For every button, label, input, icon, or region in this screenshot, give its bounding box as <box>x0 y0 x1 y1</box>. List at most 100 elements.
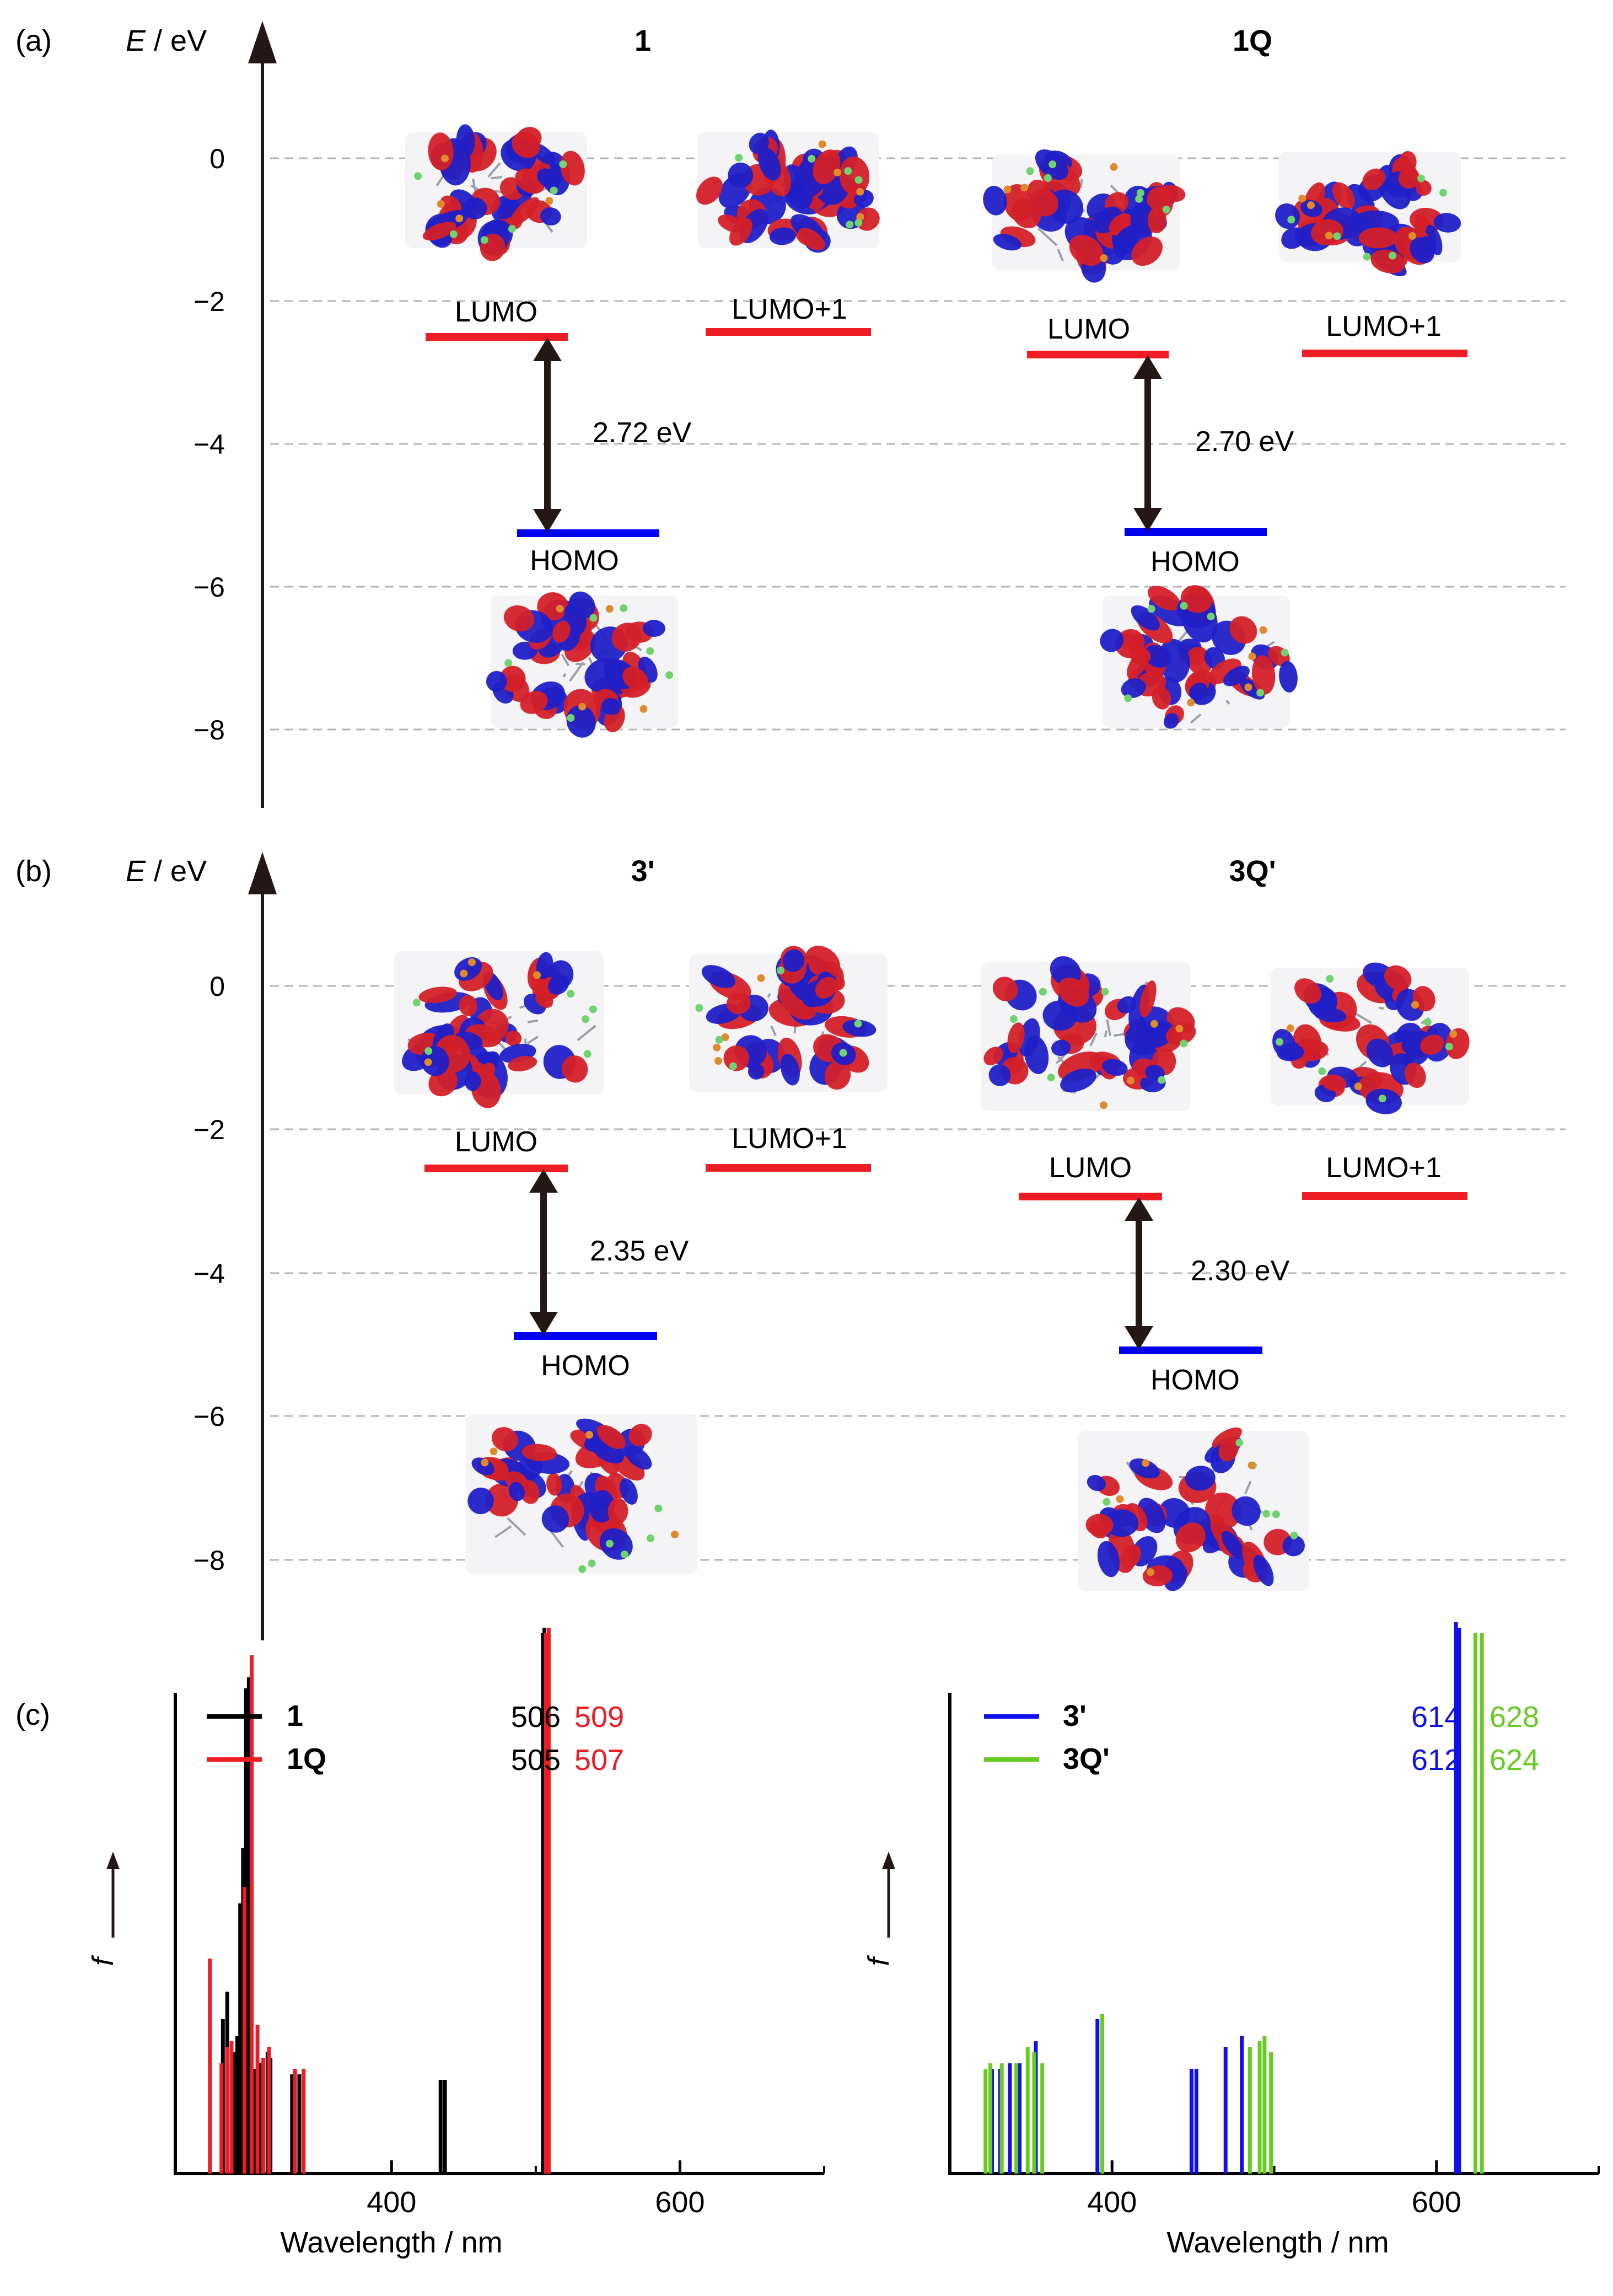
orbital-image-3q-lumo1-atom <box>1378 1095 1386 1103</box>
orbital-image-1-lumo1-atom <box>808 154 816 163</box>
orbital-image-1-lumo-atom <box>455 214 464 223</box>
panel-b: (b) E / eV 0 −2 −4 −6 −8 3' 3Q' LUMO LUM… <box>15 852 1566 1640</box>
orbital-image-1q-lumo-lobe <box>1131 237 1163 266</box>
right-chart-y-label: f <box>862 1955 895 1966</box>
orbital-image-1q-homo-lobe <box>1121 678 1146 698</box>
orbital-image-3q-lumo1-atom <box>1286 1024 1294 1032</box>
orbital-image-3q-lumo-bond <box>1089 1032 1098 1047</box>
orbital-image-1-lumo1-lobe <box>757 147 781 181</box>
orbital-image-3-homo-atom <box>671 1530 679 1538</box>
spectrum-chart-left: 400 600 Wavelength / nm f 1 1Q 506 509 50… <box>87 1628 825 2259</box>
orbital-image-3q-homo-atom <box>1235 1439 1244 1447</box>
left-peak-label-505: 505 <box>511 1744 561 1777</box>
orbital-image-1q-lumo-lobe <box>1030 189 1058 217</box>
orbital-image-3q-lumo-atom <box>1009 1015 1018 1023</box>
orbital-image-3-homo-bond <box>507 1517 526 1536</box>
orbital-image-1q-homo-lobe <box>1208 658 1241 684</box>
orbital-image-3q-lumo-lobe <box>988 1064 1011 1086</box>
orbital-image-3q-lumo1-atom <box>1326 975 1334 983</box>
panel-a-compound-1q-title: 1Q <box>1233 24 1272 57</box>
orbital-image-3q-homo-lobe <box>1218 1437 1239 1462</box>
orbital-image-3-lumo1-bond <box>767 993 771 998</box>
panel-b-3-homo-label: HOMO <box>541 1350 630 1382</box>
panel-a-tick-m8: −8 <box>193 715 225 745</box>
orbital-image-3q-homo-bond <box>1249 1525 1253 1531</box>
orbital-image-3q-homo-lobe <box>1212 1427 1243 1449</box>
orbital-image-3q-homo <box>1078 1427 1309 1591</box>
orbital-image-1-homo-lobe <box>537 592 568 621</box>
orbital-image-1q-lumo-lobe <box>993 234 1021 251</box>
right-chart-bars <box>983 1622 1484 2174</box>
panel-b-3-lumo1-label: LUMO+1 <box>732 1123 847 1155</box>
left-peak-label-509: 509 <box>574 1700 624 1734</box>
orbital-image-1-lumo1-atom <box>856 187 864 196</box>
orbital-image-1q-homo-lobe <box>1100 629 1124 652</box>
orbital-image-3q-lumo1-lobe <box>1294 978 1321 1004</box>
orbital-image-1-lumo-lobe <box>422 222 456 241</box>
right-tick-label-400: 400 <box>1087 2186 1137 2219</box>
orbital-image-3-homo-atom <box>654 1504 663 1512</box>
orbital-image-3q-lumo-atom <box>1175 1024 1184 1033</box>
orbital-image-3-homo-atom <box>621 1551 629 1559</box>
panel-a-1-lumo-label: LUMO <box>455 296 537 328</box>
orbital-image-1-lumo1 <box>696 130 880 253</box>
orbital-image-3q-lumo-lobe <box>992 977 1018 1002</box>
orbital-image-3q-lumo-atom <box>1180 1039 1188 1048</box>
orbital-image-1-lumo-atom <box>440 154 449 163</box>
orbital-image-1q-homo-lobe <box>1144 645 1172 668</box>
orbital-image-1-homo-lobe <box>566 705 596 738</box>
orbital-image-1q-lumo1-atom <box>1287 216 1295 224</box>
orbital-image-1q-homo-lobe <box>1279 661 1298 693</box>
left-chart-y-arrowhead <box>106 1852 120 1869</box>
orbital-image-3-homo-atom <box>605 1539 614 1548</box>
orbital-image-1-lumo-lobe <box>560 151 585 186</box>
orbital-image-1q-lumo1-atom <box>1439 189 1447 197</box>
orbital-image-3-lumo-atom <box>424 1058 432 1066</box>
panel-a-1q-gap-arrowhead-bottom <box>1133 508 1162 532</box>
panel-b-3q-lumo1-label: LUMO+1 <box>1326 1152 1442 1184</box>
orbital-image-1-homo-lobe <box>601 698 621 715</box>
orbital-image-3q-homo-lobe <box>1097 1541 1120 1578</box>
orbital-image-1-lumo-atom <box>449 230 458 238</box>
orbital-image-3-lumo-lobe <box>508 1056 537 1072</box>
spectrum-chart-right: 400 600 Wavelength / nm f 3' 3Q' 614 628 … <box>862 1622 1600 2259</box>
orbital-image-1-lumo-lobe <box>440 195 461 214</box>
orbital-image-3q-lumo1-atom <box>1445 1043 1453 1051</box>
orbital-image-3-lumo <box>394 951 604 1108</box>
orbital-image-3-homo-lobe <box>492 1427 518 1452</box>
panel-c-label: (c) <box>15 1698 50 1731</box>
orbital-image-1q-homo-atom <box>1244 683 1252 691</box>
panel-b-3q-homo-label: HOMO <box>1150 1364 1240 1396</box>
panel-b-3-gap-arrowhead-bottom <box>529 1312 558 1335</box>
orbital-image-1q-homo-atom <box>1281 648 1289 657</box>
orbital-image-1-lumo1-lobe <box>769 227 796 245</box>
orbital-image-1q-lumo1-lobe <box>1398 168 1420 189</box>
orbital-image-1-lumo1-lobe <box>696 176 723 205</box>
panel-a-1-homo-label: HOMO <box>530 545 619 577</box>
orbital-image-3-homo-lobe <box>471 1457 494 1476</box>
orbital-image-3q-homo-lobe <box>1085 1514 1114 1536</box>
orbital-image-1q-lumo1-atom <box>1363 253 1371 261</box>
orbital-image-3q-lumo-lobe <box>1058 978 1089 1007</box>
panel-a-1q-gap-arrowhead-top <box>1133 355 1162 379</box>
orbital-image-3q-homo-lobe <box>1253 1555 1274 1586</box>
orbital-image-1q-lumo-atom <box>1110 163 1118 171</box>
orbital-image-3q-lumo1-lobe <box>1277 1044 1304 1061</box>
panel-a-1-lumo1-label: LUMO+1 <box>732 293 847 325</box>
right-chart-y-arrowhead <box>882 1852 895 1869</box>
orbital-image-3q-homo-lobe <box>1282 1535 1305 1557</box>
orbital-image-3-homo-atom <box>578 1565 587 1573</box>
panel-b-label: (b) <box>15 855 52 888</box>
panel-a-1-gap-value: 2.72 eV <box>593 417 692 449</box>
panel-b-3q-gap-arrowhead-bottom <box>1125 1326 1153 1350</box>
orbital-image-3-homo-lobe <box>597 1425 626 1449</box>
orbital-image-1-homo-lobe <box>642 620 665 637</box>
orbital-image-3q-homo-lobe <box>1129 1458 1160 1479</box>
orbital-image-3-homo-lobe <box>607 1498 628 1525</box>
orbital-image-3-homo-atom <box>588 1559 596 1568</box>
orbital-image-3q-lumo-lobe <box>1139 980 1157 1017</box>
orbital-image-1q-homo-bond <box>1190 713 1202 724</box>
orbital-image-3q-lumo-lobe <box>1137 1020 1175 1049</box>
panel-a-axis-label: E / eV <box>126 24 207 57</box>
